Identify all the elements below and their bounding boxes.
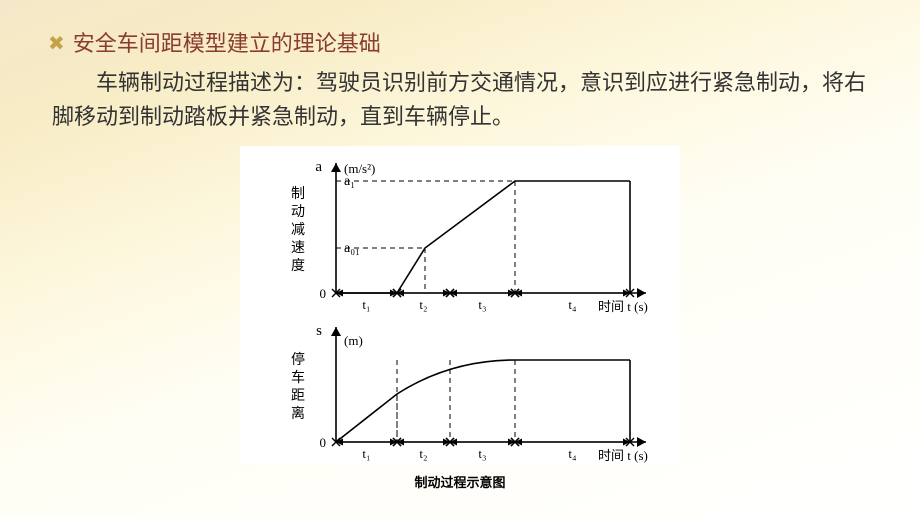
slide: ✖ 安全车间距模型建立的理论基础 车辆制动过程描述为：驾驶员识别前方交通情况，意… (0, 0, 920, 518)
svg-text:制: 制 (291, 186, 305, 202)
body-paragraph: 车辆制动过程描述为：驾驶员识别前方交通情况，意识到应进行紧急制动，将右脚移动到制… (52, 66, 872, 134)
svg-text:0: 0 (320, 286, 327, 301)
svg-text:t₂: t₂ (419, 446, 427, 461)
svg-text:动: 动 (291, 204, 305, 220)
bullet-icon: ✖ (48, 30, 65, 58)
svg-text:t₁: t₁ (362, 446, 370, 461)
svg-text:车: 车 (291, 369, 305, 386)
bullet-row: ✖ 安全车间距模型建立的理论基础 (48, 30, 872, 58)
svg-text:离: 离 (291, 405, 305, 422)
svg-text:t₁: t₁ (362, 297, 370, 312)
svg-text:t₃: t₃ (478, 446, 486, 461)
figure-container: a(m/s²)时间 t (s)0制动减速度a₁a₀₁t₁t₂t₃t₄s(m)时间… (48, 146, 872, 491)
svg-text:t₄: t₄ (568, 446, 577, 461)
svg-text:时间 t (s): 时间 t (s) (598, 299, 648, 314)
svg-text:(m): (m) (344, 333, 363, 348)
braking-diagram: a(m/s²)时间 t (s)0制动减速度a₁a₀₁t₁t₂t₃t₄s(m)时间… (240, 146, 680, 464)
bullet-title: 安全车间距模型建立的理论基础 (73, 30, 381, 58)
svg-text:距: 距 (291, 388, 305, 404)
svg-text:a: a (315, 159, 322, 175)
svg-text:t₄: t₄ (568, 297, 577, 312)
svg-text:s: s (316, 323, 322, 339)
svg-text:时间 t (s): 时间 t (s) (598, 448, 648, 463)
svg-text:停: 停 (291, 351, 305, 368)
figure-caption: 制动过程示意图 (414, 472, 505, 491)
svg-text:t₃: t₃ (478, 297, 486, 312)
svg-text:度: 度 (291, 258, 305, 274)
svg-text:减: 减 (291, 222, 305, 238)
svg-text:0: 0 (320, 435, 327, 450)
svg-text:速: 速 (291, 240, 305, 256)
svg-text:t₂: t₂ (419, 297, 427, 312)
